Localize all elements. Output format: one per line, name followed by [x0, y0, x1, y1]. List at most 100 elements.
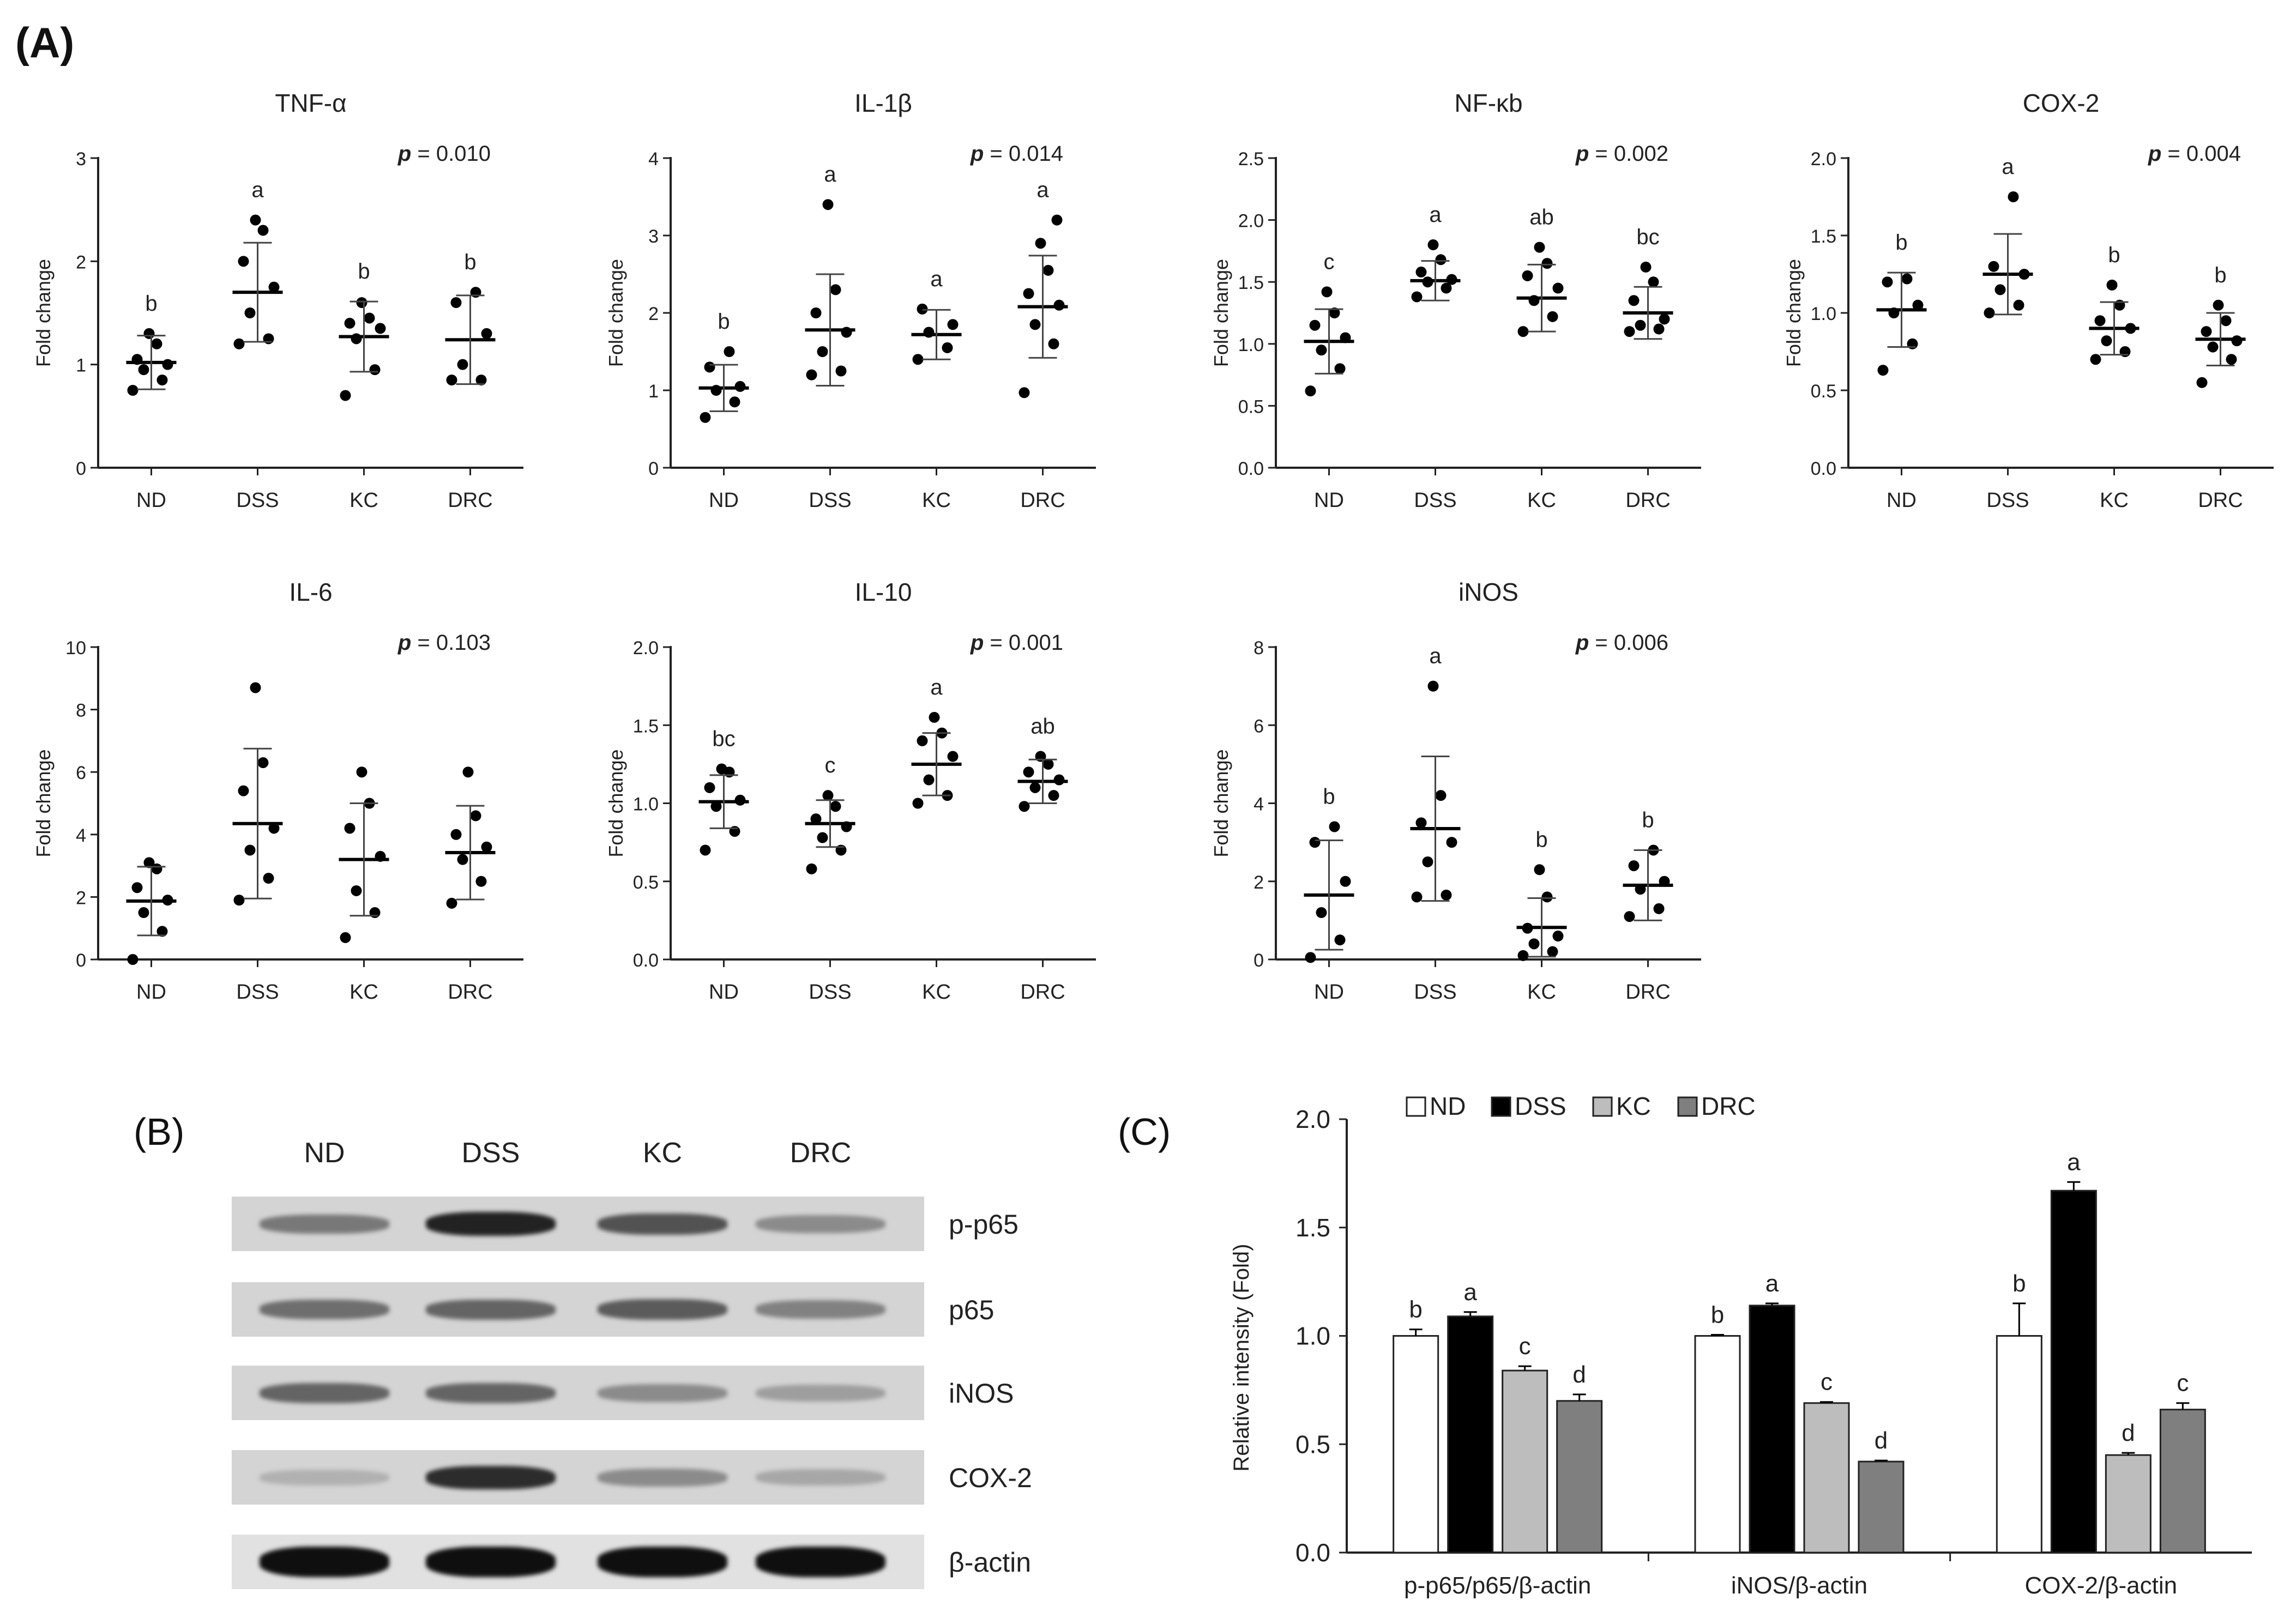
- y-tick-label: 2.5: [1238, 149, 1264, 170]
- x-tick-label: ND: [1887, 489, 1917, 512]
- data-point: [700, 412, 711, 423]
- y-tick-label: 6: [1254, 716, 1264, 736]
- bar-dss: [1749, 1305, 1795, 1554]
- x-tick-label: KC: [1527, 489, 1556, 512]
- data-point: [1994, 284, 2006, 295]
- blot-lane-header: KC: [642, 1137, 683, 1169]
- data-point: [143, 857, 155, 868]
- data-point: [1528, 938, 1540, 950]
- y-tick-label: 10: [65, 638, 86, 659]
- y-tick-label: 0: [1254, 950, 1264, 971]
- blot-lane: [752, 1450, 889, 1505]
- data-point: [2013, 299, 2024, 311]
- x-tick-label: DSS: [1414, 489, 1456, 512]
- y-tick-label: 1.5: [1295, 1213, 1330, 1242]
- y-tick-label: 0.5: [1238, 396, 1264, 417]
- data-point: [1029, 782, 1041, 793]
- blot-lane: [752, 1282, 889, 1337]
- data-point: [138, 907, 149, 919]
- blot-band: [598, 1213, 727, 1235]
- y-tick-label: 4: [76, 825, 86, 846]
- bar-kc: [2105, 1454, 2152, 1554]
- x-tick-label: ND: [1314, 489, 1344, 512]
- x-tick-label: DRC: [1020, 981, 1065, 1004]
- y-tick-label: 1: [648, 381, 659, 402]
- blot-band: [426, 1547, 556, 1577]
- data-point: [244, 844, 256, 856]
- data-point: [156, 375, 168, 386]
- blot-band: [426, 1465, 556, 1489]
- data-point: [457, 359, 468, 370]
- p-symbol: p: [397, 631, 411, 655]
- data-point: [250, 682, 261, 693]
- blot-band: [598, 1299, 727, 1320]
- blot-lane-header: DSS: [461, 1137, 520, 1169]
- p-value-text: = 0.004: [2161, 142, 2241, 166]
- chart-title: TNF-α: [275, 89, 346, 117]
- data-point: [1329, 307, 1340, 318]
- significance-letter: c: [1821, 1369, 1833, 1396]
- data-point: [835, 365, 847, 377]
- chart-title: NF-κb: [1454, 89, 1522, 117]
- chart-title: IL-10: [855, 578, 912, 606]
- y-tick-label: 0.5: [1811, 381, 1836, 402]
- x-tick-label: ND: [709, 981, 739, 1004]
- data-point: [947, 319, 959, 330]
- blot-lane: [752, 1197, 889, 1251]
- data-point: [481, 328, 492, 339]
- x-tick-label: DRC: [1020, 489, 1065, 512]
- y-tick-label: 4: [1254, 794, 1264, 815]
- data-point: [2090, 354, 2101, 365]
- y-axis-label: Fold change: [1782, 259, 1805, 367]
- significance-letter: c: [825, 753, 836, 777]
- data-point: [1912, 299, 1924, 311]
- data-point: [830, 284, 841, 295]
- blot-lane: [752, 1535, 889, 1589]
- blot-band: [756, 1547, 885, 1577]
- y-tick-label: 0: [76, 458, 86, 479]
- p-symbol: p: [2148, 142, 2161, 166]
- data-point: [263, 873, 274, 884]
- data-point: [1316, 907, 1327, 919]
- data-point: [942, 342, 953, 353]
- legend-label: KC: [1616, 1092, 1651, 1120]
- y-tick-label: 0: [76, 950, 86, 971]
- data-point: [450, 829, 462, 840]
- y-tick-label: 2: [76, 887, 86, 908]
- data-point: [1415, 817, 1427, 829]
- x-tick-label: DRC: [448, 981, 492, 1004]
- x-tick-label: ND: [136, 489, 166, 512]
- panel-b-label: (B): [134, 1110, 184, 1153]
- x-tick-label: DRC: [2198, 489, 2243, 512]
- data-point: [1882, 276, 1893, 288]
- data-point: [481, 841, 492, 853]
- data-point: [2201, 326, 2212, 337]
- data-point: [1329, 821, 1340, 832]
- blot-row: [232, 1450, 924, 1505]
- blot-band: [260, 1300, 389, 1319]
- y-axis-label: Fold change: [1210, 749, 1232, 857]
- data-point: [1988, 261, 1999, 272]
- y-tick-label: 1: [76, 355, 86, 376]
- blot-band: [260, 1382, 389, 1403]
- p-value-text: = 0.002: [1589, 142, 1668, 166]
- blot-band: [598, 1468, 727, 1487]
- p-symbol: p: [970, 631, 984, 655]
- data-point: [1547, 311, 1558, 322]
- y-tick-label: 8: [1254, 638, 1264, 659]
- y-tick-label: 3: [76, 149, 86, 170]
- panel-c-label: (C): [1118, 1110, 1171, 1153]
- significance-letter: b: [718, 310, 730, 334]
- significance-letter: bc: [712, 727, 735, 751]
- p-value-label: p = 0.103: [397, 631, 491, 655]
- bar-nd: [1393, 1335, 1439, 1554]
- significance-letter: a: [824, 162, 836, 186]
- y-tick-label: 2.0: [1811, 149, 1836, 170]
- data-point: [1415, 267, 1427, 278]
- chart-title: IL-1β: [854, 89, 912, 117]
- data-point: [356, 766, 367, 778]
- x-tick-label: DSS: [809, 981, 851, 1004]
- x-tick-label: DSS: [1414, 981, 1456, 1004]
- data-point: [917, 735, 928, 746]
